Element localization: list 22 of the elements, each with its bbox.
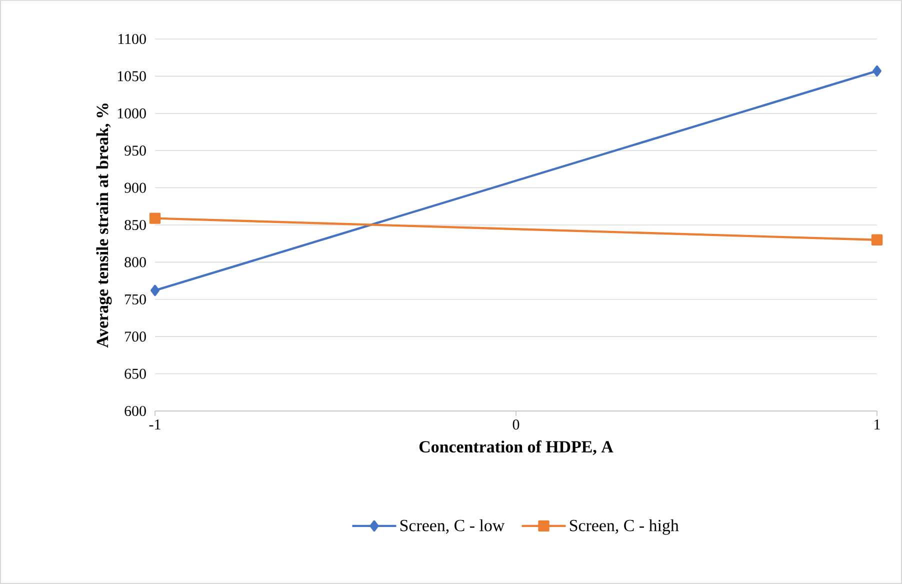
y-tick-label: 1050	[118, 71, 146, 82]
y-tick-label: 1000	[118, 108, 146, 118]
y-tick-label: 750	[125, 294, 146, 304]
x-tick-label: 0	[512, 420, 520, 430]
y-tick-label: 900	[124, 182, 146, 193]
y-tick-label: 1100	[118, 34, 146, 44]
point	[872, 65, 882, 77]
y-tick-label: 700	[125, 332, 146, 342]
y-tick-label: 800	[124, 257, 146, 268]
y-tick-label: 950	[124, 146, 146, 156]
y-tick-label: 650	[124, 368, 146, 379]
y-tick-label: 850	[124, 220, 146, 230]
x-tick-label: -1	[149, 420, 160, 430]
point	[871, 234, 883, 246]
y-axis-title: Average tensile strain at break, %	[96, 104, 112, 348]
x-tick-label: 1	[874, 420, 880, 430]
legend-label: Screen, C - high	[570, 519, 679, 535]
x-axis-title: Concentration of HDPE, A	[419, 440, 614, 455]
point	[150, 284, 160, 296]
y-tick-label: 600	[124, 406, 146, 416]
legend-label: Screen, C - low	[400, 519, 505, 534]
point	[149, 212, 161, 224]
